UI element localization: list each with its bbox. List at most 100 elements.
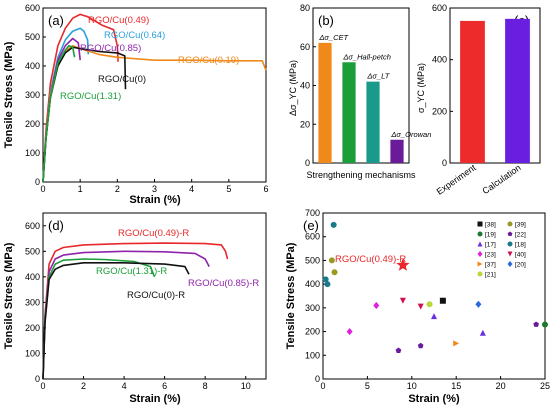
panel-a-xtick-label: 6 (263, 184, 268, 194)
series-line (42, 44, 76, 183)
panel-b: (b) Strengthening mechanisms Δσ_YC (MPa)… (288, 3, 431, 180)
panel-e-legend: [38] [39] [19] [22] [17] [18] [23] [40] [37] [20]… (477, 221, 526, 279)
panel-a-ytick-label: 600 (25, 3, 40, 13)
scatter-point (330, 221, 337, 228)
scatter-point (453, 340, 460, 347)
legend-marker (477, 261, 483, 267)
scatter-point (322, 276, 329, 283)
bar (318, 42, 332, 163)
panel-d-xtick-label: 8 (203, 381, 208, 391)
panel-b-ticks: 0 20 40 60 80 (300, 3, 316, 168)
label-highlight: RGO/Cu(0.49)-R (335, 254, 406, 265)
panel-a-ytick-label: 0 (35, 177, 40, 187)
panel-a-xtick-label: 3 (152, 184, 157, 194)
bar (390, 139, 404, 163)
legend-marker (507, 251, 513, 257)
series-line (42, 258, 156, 380)
panel-d-xtick-label: 10 (241, 381, 251, 391)
panel-c-bars: Experiment Calculation (435, 18, 530, 197)
panel-d-series (42, 242, 229, 380)
panel-a-series (42, 13, 267, 183)
label-rgo-cu-085-r: RGO/Cu(0.85)-R (188, 278, 259, 289)
panel-e-ytick-label: 300 (305, 303, 320, 313)
scatter-point (439, 297, 446, 304)
panel-a-ytick-label: 500 (25, 32, 40, 42)
scatter-point (479, 329, 486, 336)
panel-e-xtick-label: 15 (451, 381, 461, 391)
panel-e-ticks: 0 5 10 15 20 25 0 100 200 300 400 500 600 700 (305, 208, 550, 391)
panel-c-ytick-label: 400 (432, 55, 447, 65)
bar (366, 81, 380, 163)
panel-e: (e) Strain (%) Tensile Stress (MPa) 0 5 10… (285, 208, 550, 405)
series-line (42, 44, 267, 183)
panel-d-ylabel: Tensile Stress (MPa) (3, 242, 15, 349)
panel-a-ytick-label: 300 (25, 90, 40, 100)
panel-d-frame (42, 212, 267, 380)
label-rgo-cu-131: RGO/Cu(1.31) (60, 91, 121, 102)
legend-marker (507, 231, 513, 236)
panel-e-xtick-label: 0 (320, 381, 325, 391)
series-line (42, 261, 190, 380)
panel-e-ytick-label: 100 (305, 350, 320, 360)
panel-a-ytick-label: 100 (25, 148, 40, 158)
panel-e-points (322, 221, 548, 353)
panel-b-label: (b) (318, 13, 334, 28)
panel-e-xtick-label: 20 (496, 381, 506, 391)
scatter-point (475, 300, 482, 308)
panel-e-xtick-label: 5 (365, 381, 370, 391)
panel-d-ytick-label: 0 (35, 374, 40, 384)
panel-b-ylabel: Δσ_YC (MPa) (288, 60, 298, 116)
panel-e-ytick-label: 500 (305, 255, 320, 265)
panel-a: (a) Strain (%) Tensile Stress (MPa) 0 1 2 3… (3, 3, 269, 206)
legend-label: [19] (485, 232, 496, 239)
legend-label: [20] (515, 262, 526, 269)
panel-d-ytick-label: 100 (25, 348, 40, 358)
panel-a-xtick-label: 0 (40, 184, 45, 194)
panel-b-xlabel: Strengthening mechanisms (306, 170, 416, 180)
series-line (42, 13, 119, 183)
panel-d-ytick-label: 200 (25, 323, 40, 333)
label-rgo-cu-049-r: RGO/Cu(0.49)-R (118, 228, 189, 239)
panel-d: (d) Strain (%) Tensile Stress (MPa) 0 2 4 6… (3, 212, 267, 405)
panel-e-ytick-label: 600 (305, 232, 320, 242)
bar-label: Δσ_LT (366, 72, 390, 81)
bar-label: Δσ_Hall-petch (342, 52, 391, 61)
scatter-point (417, 342, 424, 349)
legend-marker (507, 241, 513, 247)
panel-e-ytick-label: 0 (315, 374, 320, 384)
legend-label: [22] (515, 232, 526, 239)
legend-label: [40] (515, 252, 526, 259)
panel-d-label: (d) (48, 218, 64, 233)
panel-c-ytick-label: 600 (432, 3, 447, 13)
panel-a-xlabel: Strain (%) (129, 194, 181, 206)
legend-label: [17] (485, 242, 496, 249)
panel-e-frame (322, 212, 546, 380)
label-rgo-cu-085: RGO/Cu(0.85) (80, 43, 141, 54)
panel-d-xlabel: Strain (%) (129, 393, 181, 405)
scatter-point (399, 297, 406, 304)
panel-e-ytick-label: 700 (305, 208, 320, 218)
label-rgo-cu-064: RGO/Cu(0.64) (104, 30, 165, 41)
highlight-star (396, 258, 410, 271)
panel-a-ytick-label: 200 (25, 119, 40, 129)
panel-c-ylabel: σ_YC (MPa) (416, 63, 426, 113)
panel-e-xlabel: Strain (%) (408, 393, 460, 405)
panel-b-bars: Δσ_CET Δσ_Hall-petch Δσ_LT Δσ_Orowan (318, 33, 431, 163)
bar (505, 18, 530, 163)
legend-marker (477, 241, 483, 247)
panel-a-xtick-label: 5 (226, 184, 231, 194)
scatter-point (431, 313, 437, 320)
panel-a-xtick-label: 1 (78, 184, 83, 194)
panel-e-xtick-label: 25 (540, 381, 550, 391)
panel-e-ylabel: Tensile Stress (MPa) (285, 242, 297, 349)
panel-e-xtick-label: 10 (407, 381, 417, 391)
panel-a-label: (a) (48, 13, 64, 28)
panel-b-ytick-label: 20 (300, 119, 310, 129)
scatter-point (331, 269, 338, 276)
legend-marker (477, 221, 483, 227)
legend-label: [39] (515, 222, 526, 229)
legend-label: [38] (485, 222, 496, 229)
panel-e-ytick-label: 200 (305, 327, 320, 337)
